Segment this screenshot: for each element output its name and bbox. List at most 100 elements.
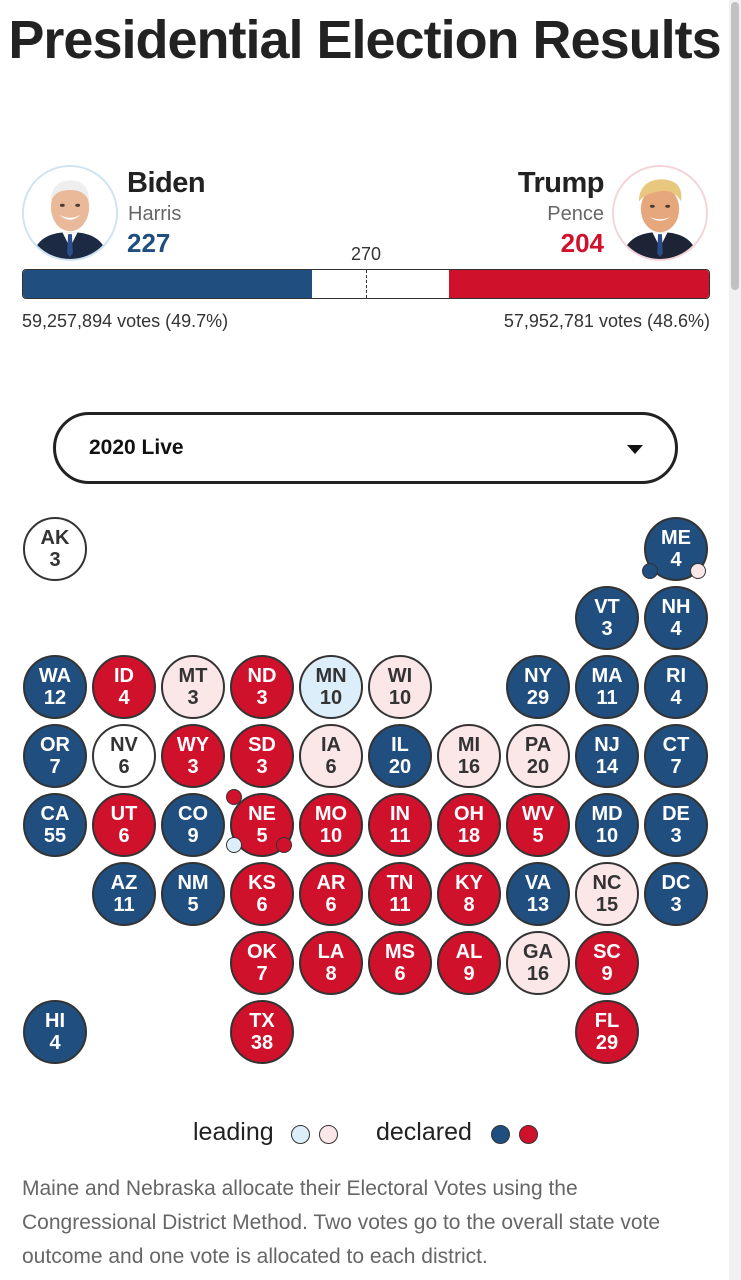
year-selector-dropdown[interactable]: 2020 Live — [53, 412, 678, 484]
state-abbr: WI — [387, 665, 413, 687]
state-in[interactable]: IN 11 — [368, 793, 432, 857]
state-abbr: NY — [524, 665, 552, 687]
state-sd[interactable]: SD 3 — [230, 724, 294, 788]
district-me-1[interactable] — [642, 563, 658, 579]
legend-leading-label: leading — [193, 1118, 274, 1146]
scrollbar-thumb[interactable] — [731, 2, 739, 290]
state-ky[interactable]: KY 8 — [437, 862, 501, 926]
state-electoral-votes: 4 — [670, 549, 682, 571]
state-electoral-votes: 11 — [389, 894, 411, 916]
state-abbr: HI — [45, 1010, 65, 1032]
trump-avatar — [612, 165, 708, 261]
state-electoral-votes: 6 — [118, 825, 130, 847]
state-abbr: MI — [457, 734, 481, 756]
state-electoral-votes: 10 — [319, 687, 343, 709]
state-la[interactable]: LA 8 — [299, 931, 363, 995]
state-ia[interactable]: IA 6 — [299, 724, 363, 788]
state-electoral-votes: 15 — [595, 894, 619, 916]
state-sc[interactable]: SC 9 — [575, 931, 639, 995]
district-ne-2[interactable] — [226, 837, 242, 853]
state-electoral-votes: 16 — [526, 963, 550, 985]
state-electoral-votes: 7 — [49, 756, 61, 778]
state-abbr: DC — [661, 872, 691, 894]
electoral-vote-bar — [22, 269, 710, 299]
state-wv[interactable]: WV 5 — [506, 793, 570, 857]
state-ny[interactable]: NY 29 — [506, 655, 570, 719]
state-ga[interactable]: GA 16 — [506, 931, 570, 995]
state-abbr: WA — [38, 665, 72, 687]
state-pa[interactable]: PA 20 — [506, 724, 570, 788]
state-va[interactable]: VA 13 — [506, 862, 570, 926]
state-wi[interactable]: WI 10 — [368, 655, 432, 719]
state-co[interactable]: CO 9 — [161, 793, 225, 857]
state-abbr: NJ — [594, 734, 620, 756]
state-mo[interactable]: MO 10 — [299, 793, 363, 857]
legend-dem-leading-dot — [291, 1125, 310, 1144]
district-ne-1[interactable] — [226, 789, 242, 805]
state-or[interactable]: OR 7 — [23, 724, 87, 788]
state-mt[interactable]: MT 3 — [161, 655, 225, 719]
state-ma[interactable]: MA 11 — [575, 655, 639, 719]
state-abbr: AZ — [110, 872, 138, 894]
state-mi[interactable]: MI 16 — [437, 724, 501, 788]
state-ar[interactable]: AR 6 — [299, 862, 363, 926]
legend-declared-label: declared — [376, 1118, 472, 1146]
state-electoral-votes: 6 — [118, 756, 130, 778]
state-ok[interactable]: OK 7 — [230, 931, 294, 995]
state-nv[interactable]: NV 6 — [92, 724, 156, 788]
district-me-2[interactable] — [690, 563, 706, 579]
state-wy[interactable]: WY 3 — [161, 724, 225, 788]
state-vt[interactable]: VT 3 — [575, 586, 639, 650]
state-electoral-votes: 6 — [256, 894, 268, 916]
state-nc[interactable]: NC 15 — [575, 862, 639, 926]
state-tn[interactable]: TN 11 — [368, 862, 432, 926]
state-electoral-votes: 29 — [595, 1032, 619, 1054]
district-ne-3[interactable] — [276, 837, 292, 853]
state-ak[interactable]: AK 3 — [23, 517, 87, 581]
dem-running-mate: Harris — [128, 203, 182, 225]
page-scrollbar[interactable] — [729, 0, 741, 1280]
state-abbr: NH — [661, 596, 691, 618]
state-wa[interactable]: WA 12 — [23, 655, 87, 719]
state-il[interactable]: IL 20 — [368, 724, 432, 788]
state-abbr: SC — [593, 941, 621, 963]
state-abbr: MT — [178, 665, 208, 687]
state-electoral-votes: 3 — [601, 618, 613, 640]
state-dc[interactable]: DC 3 — [644, 862, 708, 926]
state-de[interactable]: DE 3 — [644, 793, 708, 857]
state-mn[interactable]: MN 10 — [299, 655, 363, 719]
state-nh[interactable]: NH 4 — [644, 586, 708, 650]
state-abbr: UT — [110, 803, 138, 825]
state-electoral-votes: 14 — [595, 756, 619, 778]
state-tx[interactable]: TX 38 — [230, 1000, 294, 1064]
state-md[interactable]: MD 10 — [575, 793, 639, 857]
state-al[interactable]: AL 9 — [437, 931, 501, 995]
state-abbr: WY — [176, 734, 210, 756]
state-electoral-votes: 29 — [526, 687, 550, 709]
state-ut[interactable]: UT 6 — [92, 793, 156, 857]
state-electoral-votes: 9 — [463, 963, 475, 985]
state-oh[interactable]: OH 18 — [437, 793, 501, 857]
state-abbr: OK — [247, 941, 277, 963]
state-ri[interactable]: RI 4 — [644, 655, 708, 719]
state-abbr: NM — [177, 872, 209, 894]
state-id[interactable]: ID 4 — [92, 655, 156, 719]
state-ms[interactable]: MS 6 — [368, 931, 432, 995]
state-hi[interactable]: HI 4 — [23, 1000, 87, 1064]
legend-rep-leading-dot — [319, 1125, 338, 1144]
state-nj[interactable]: NJ 14 — [575, 724, 639, 788]
state-abbr: GA — [523, 941, 553, 963]
state-abbr: SD — [248, 734, 276, 756]
state-ks[interactable]: KS 6 — [230, 862, 294, 926]
state-abbr: MA — [591, 665, 623, 687]
state-nd[interactable]: ND 3 — [230, 655, 294, 719]
state-abbr: ME — [661, 527, 691, 549]
state-ca[interactable]: CA 55 — [23, 793, 87, 857]
state-electoral-votes: 4 — [670, 618, 682, 640]
state-ct[interactable]: CT 7 — [644, 724, 708, 788]
state-fl[interactable]: FL 29 — [575, 1000, 639, 1064]
state-nm[interactable]: NM 5 — [161, 862, 225, 926]
state-electoral-votes: 20 — [526, 756, 550, 778]
state-az[interactable]: AZ 11 — [92, 862, 156, 926]
rep-running-mate: Pence — [547, 203, 604, 225]
